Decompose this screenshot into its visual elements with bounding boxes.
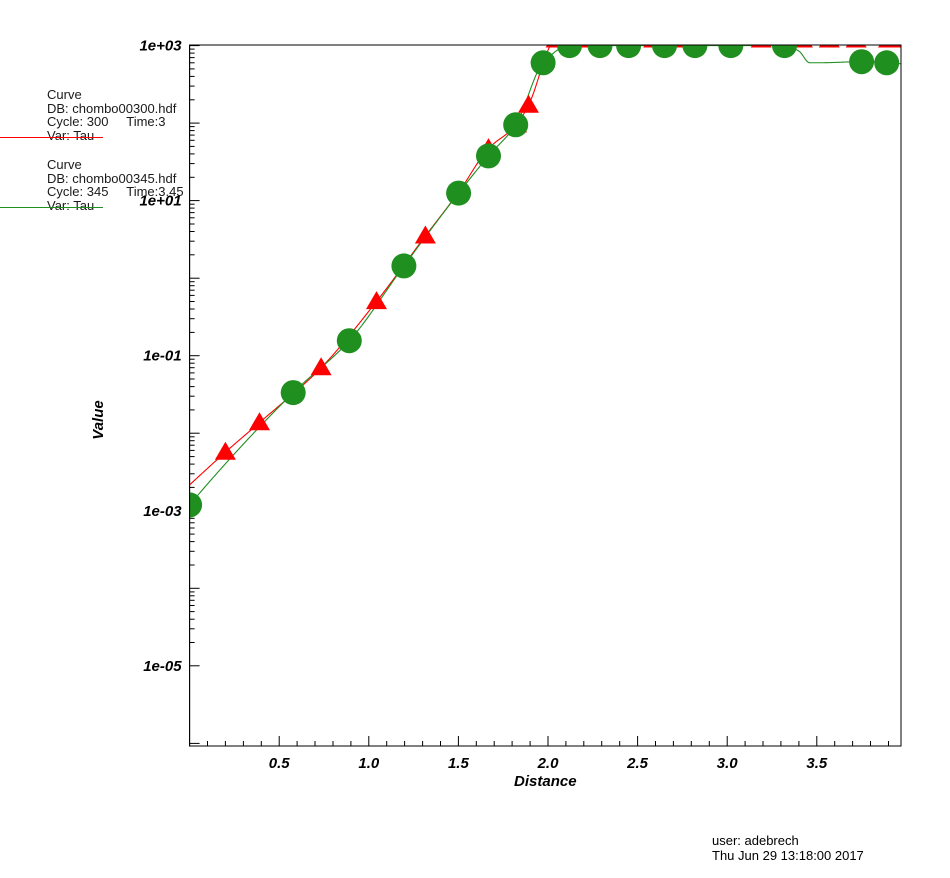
svg-text:2.0: 2.0 — [537, 755, 560, 772]
svg-text:3.5: 3.5 — [806, 755, 828, 772]
svg-text:1.5: 1.5 — [448, 755, 470, 772]
svg-text:1e+03: 1e+03 — [139, 38, 182, 55]
svg-text:1e-01: 1e-01 — [143, 348, 181, 365]
svg-text:0.5: 0.5 — [269, 755, 291, 772]
svg-text:Value: Value — [90, 400, 107, 439]
svg-text:1.0: 1.0 — [358, 755, 380, 772]
svg-text:Distance: Distance — [514, 773, 577, 790]
svg-text:2.5: 2.5 — [626, 755, 649, 772]
svg-text:1e-05: 1e-05 — [143, 658, 182, 675]
svg-text:3.0: 3.0 — [717, 755, 739, 772]
svg-text:1e-03: 1e-03 — [143, 503, 182, 520]
